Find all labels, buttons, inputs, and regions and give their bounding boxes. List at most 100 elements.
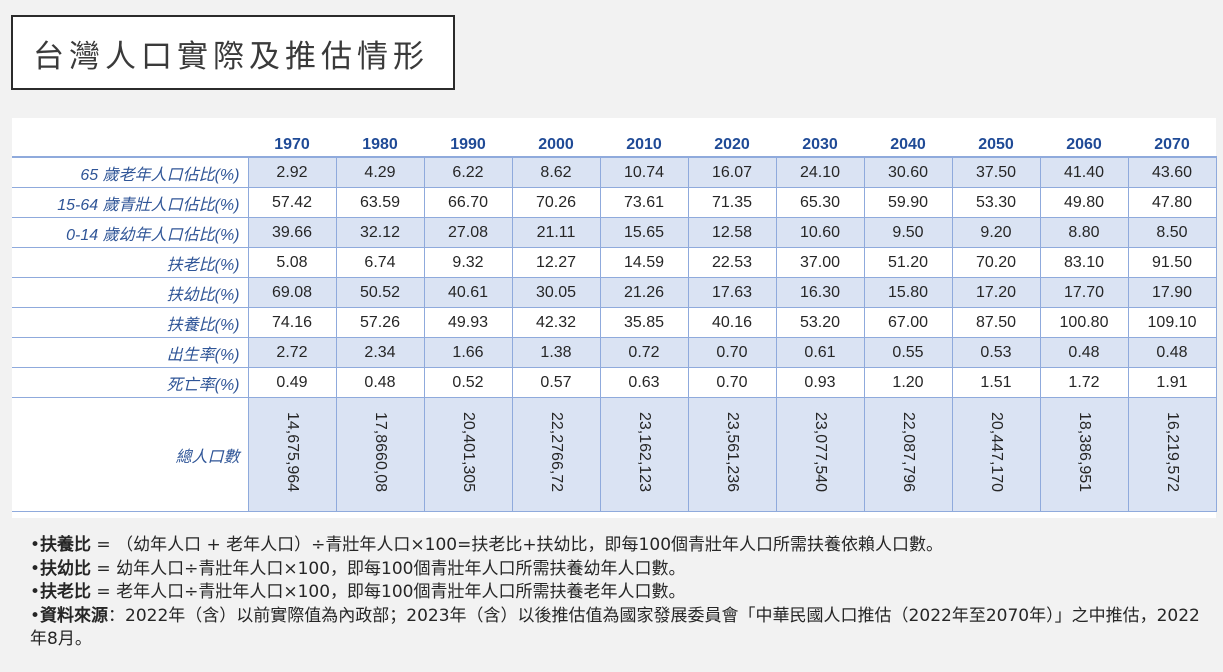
bullet-icon: • (30, 535, 41, 555)
table-cell: 1.66 (423, 337, 513, 368)
table-cell: 0.52 (423, 367, 513, 398)
footnote-item: •扶養比 = （幼年人口 + 老年人口）÷青壯年人口×100=扶老比+扶幼比，即… (30, 534, 1210, 558)
population-cell: 22,087,796 (863, 397, 953, 512)
total-population-row: 總人口數 14,675,964 17,8660,08 20,401,305 22,276… (12, 397, 1217, 512)
table-cell: 74.16 (247, 307, 337, 338)
table-row: 出生率(%) 2.72 2.34 1.66 1.38 0.72 0.70 0.61 0.55 0.… (12, 337, 1217, 368)
table-cell: 0.72 (599, 337, 689, 368)
footnote-text: = （幼年人口 + 老年人口）÷青壯年人口×100=扶老比+扶幼比，即每100個… (91, 535, 944, 555)
table-row: 0-14 歲幼年人口佔比(%) 39.66 32.12 27.08 21.11 15.65… (12, 217, 1217, 248)
year-header: 2040 (864, 118, 952, 158)
population-cell: 23,561,236 (687, 397, 777, 512)
table-cell: 63.59 (335, 187, 425, 218)
table-cell: 91.50 (1127, 247, 1217, 278)
table-cell: 30.05 (511, 277, 601, 308)
population-cell: 17,8660,08 (335, 397, 425, 512)
table-cell: 65.30 (775, 187, 865, 218)
year-header: 2010 (600, 118, 688, 158)
table-cell: 21.26 (599, 277, 689, 308)
table-cell: 27.08 (423, 217, 513, 248)
year-header: 2000 (512, 118, 600, 158)
table-cell: 49.93 (423, 307, 513, 338)
table-cell: 0.48 (1039, 337, 1129, 368)
header-corner (12, 118, 248, 158)
population-cell: 22,2766,72 (511, 397, 601, 512)
year-header: 2020 (688, 118, 776, 158)
population-cell: 23,162,123 (599, 397, 689, 512)
table-cell: 53.20 (775, 307, 865, 338)
table-cell: 100.80 (1039, 307, 1129, 338)
population-value: 22,087,796 (900, 411, 917, 493)
table-cell: 17.20 (951, 277, 1041, 308)
table-cell: 16.07 (687, 156, 777, 188)
table-cell: 12.58 (687, 217, 777, 248)
row-label: 扶養比(%) (12, 307, 249, 338)
row-label: 65 歲老年人口佔比(%) (12, 156, 249, 188)
table-cell: 1.51 (951, 367, 1041, 398)
row-label: 0-14 歲幼年人口佔比(%) (12, 217, 249, 248)
table-cell: 17.63 (687, 277, 777, 308)
table-cell: 43.60 (1127, 156, 1217, 188)
year-header: 2070 (1128, 118, 1216, 158)
bullet-icon: • (30, 582, 41, 602)
table-cell: 0.63 (599, 367, 689, 398)
table-cell: 69.08 (247, 277, 337, 308)
table-cell: 40.16 (687, 307, 777, 338)
table-cell: 30.60 (863, 156, 953, 188)
table-cell: 87.50 (951, 307, 1041, 338)
population-cell: 20,401,305 (423, 397, 513, 512)
table-cell: 51.20 (863, 247, 953, 278)
population-value: 23,162,123 (636, 411, 653, 493)
table-row: 死亡率(%) 0.49 0.48 0.52 0.57 0.63 0.70 0.93 1.20 1.… (12, 367, 1217, 398)
population-table-container: 1970 1980 1990 2000 2010 2020 2030 2040 2050 2060… (12, 118, 1217, 518)
table-cell: 0.55 (863, 337, 953, 368)
table-cell: 0.70 (687, 337, 777, 368)
page-title: 台灣人口實際及推估情形 (33, 39, 429, 75)
table-cell: 1.20 (863, 367, 953, 398)
table-cell: 8.80 (1039, 217, 1129, 248)
footnote-text: = 幼年人口÷青壯年人口×100，即每100個青壯年人口所需扶養幼年人口數。 (91, 558, 686, 579)
footnote-term: 扶養比 (40, 535, 92, 555)
year-header: 2030 (776, 118, 864, 158)
table-body: 65 歲老年人口佔比(%) 2.92 4.29 6.22 8.62 10.74 16.07 2… (12, 156, 1217, 512)
table-cell: 16.30 (775, 277, 865, 308)
table-cell: 10.60 (775, 217, 865, 248)
row-label: 扶幼比(%) (12, 277, 249, 308)
table-cell: 9.32 (423, 247, 513, 278)
population-value: 20,447,170 (988, 411, 1005, 493)
year-header: 2050 (952, 118, 1040, 158)
table-cell: 1.72 (1039, 367, 1129, 398)
table-cell: 40.61 (423, 277, 513, 308)
table-cell: 2.34 (335, 337, 425, 368)
table-cell: 0.48 (1127, 337, 1217, 368)
table-cell: 15.65 (599, 217, 689, 248)
table-cell: 1.91 (1127, 367, 1217, 398)
table-cell: 22.53 (687, 247, 777, 278)
population-cell: 16,219,572 (1127, 397, 1217, 512)
table-cell: 5.08 (247, 247, 337, 278)
table-cell: 49.80 (1039, 187, 1129, 218)
footnote-text: = 老年人口÷青壯年人口×100，即每100個青壯年人口所需扶養老年人口數。 (91, 582, 686, 602)
population-value: 16,219,572 (1164, 411, 1181, 493)
title-box: 台灣人口實際及推估情形 (11, 15, 455, 90)
table-cell: 32.12 (335, 217, 425, 248)
table-cell: 37.00 (775, 247, 865, 278)
table-row: 15-64 歲青壯人口佔比(%) 57.42 63.59 66.70 70.26 73.6… (12, 187, 1217, 218)
bullet-icon: • (30, 558, 41, 579)
population-value: 18,386,951 (1076, 411, 1093, 493)
population-value: 14,675,964 (284, 411, 301, 493)
population-value: 20,401,305 (460, 411, 477, 493)
table-cell: 2.92 (247, 156, 337, 188)
row-label: 扶老比(%) (12, 247, 249, 278)
table-cell: 2.72 (247, 337, 337, 368)
population-cell: 20,447,170 (951, 397, 1041, 512)
footnote-term: 扶幼比 (40, 558, 92, 579)
table-cell: 37.50 (951, 156, 1041, 188)
row-label: 出生率(%) (12, 337, 249, 368)
table-cell: 4.29 (335, 156, 425, 188)
table-cell: 0.57 (511, 367, 601, 398)
population-cell: 18,386,951 (1039, 397, 1129, 512)
table-cell: 10.74 (599, 156, 689, 188)
table-cell: 17.70 (1039, 277, 1129, 308)
population-value: 17,8660,08 (372, 411, 389, 493)
